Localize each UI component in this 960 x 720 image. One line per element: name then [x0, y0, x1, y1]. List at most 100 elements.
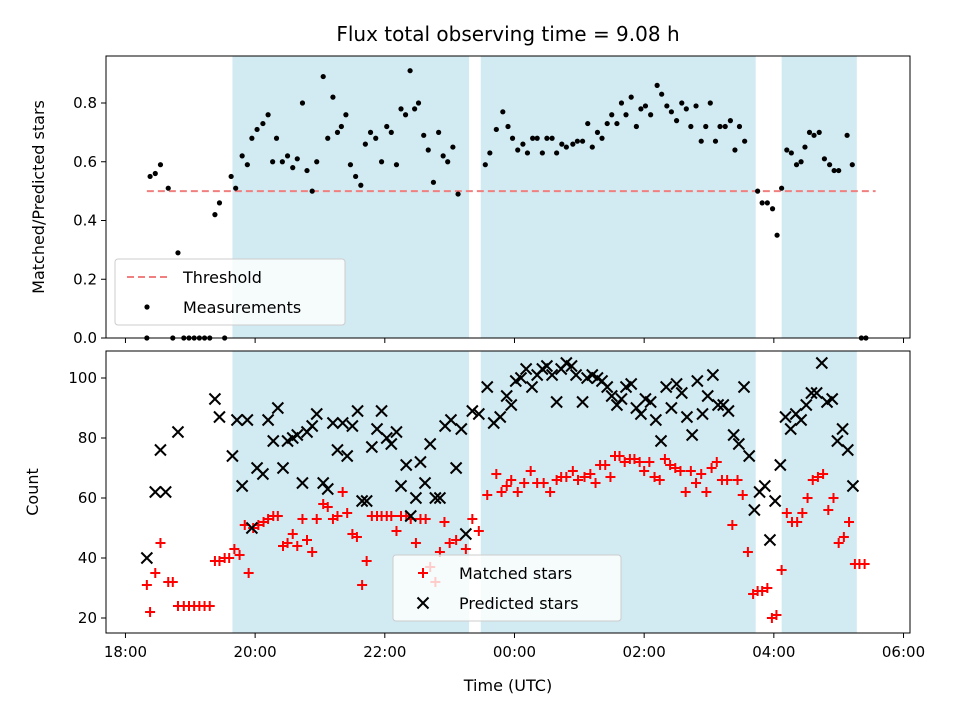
predicted-star-point [208, 392, 222, 406]
measurement-point [544, 135, 550, 141]
measurement-point [638, 106, 644, 112]
legend-measurements-label: Measurements [183, 298, 301, 317]
measurement-point [265, 112, 271, 118]
measurement-point [393, 162, 400, 168]
measurement-point [594, 129, 601, 135]
matched-star-point [634, 457, 645, 467]
matched-star-point [155, 538, 166, 548]
predicted-star-point [691, 374, 704, 388]
predicted-star-point [154, 443, 167, 457]
measurement-point [732, 147, 738, 153]
matched-star-point [619, 457, 630, 467]
measurement-point [165, 185, 171, 191]
x-tick-label: 18:00 [104, 643, 147, 661]
measurement-point [769, 206, 776, 212]
y-tick-label: 80 [78, 429, 97, 447]
measurement-point [343, 112, 349, 118]
predicted-star-point [245, 521, 259, 535]
predicted-star-point [423, 437, 437, 451]
predicted-star-point [213, 410, 226, 424]
measurement-point [604, 120, 610, 127]
measurement-point [736, 123, 743, 130]
predicted-star-point [846, 479, 860, 493]
matched-star-point [482, 490, 493, 500]
axes-frame [105, 55, 911, 339]
predicted-star-point [600, 380, 614, 394]
predicted-star-point [810, 386, 823, 400]
measurement-point [367, 129, 374, 135]
predicted-star-point [659, 380, 673, 394]
measurement-point [509, 135, 516, 141]
predicted-star-point [685, 428, 699, 442]
measurement-point [398, 106, 404, 112]
matched-star-point [696, 469, 707, 479]
y-axis-label: Count [23, 468, 42, 516]
matched-star-point [573, 475, 584, 485]
matched-star-point [386, 511, 397, 521]
measurement-point [239, 153, 245, 159]
measurement-point [362, 141, 368, 147]
measurement-point [482, 162, 488, 168]
predicted-star-point [271, 401, 285, 415]
measurement-point [673, 118, 680, 124]
measurement-point [347, 162, 354, 168]
matched-star-point [473, 526, 484, 536]
measurement-point [520, 141, 526, 147]
measurement-point [712, 138, 719, 144]
matched-star-point [680, 487, 691, 497]
predicted-star-point [763, 533, 777, 547]
predicted-star-point [670, 377, 683, 391]
predicted-star-point [545, 368, 559, 382]
series-matched-stars [141, 451, 870, 623]
series-predicted-stars [140, 356, 860, 565]
measurement-point [273, 135, 280, 141]
predicted-star-point [634, 407, 648, 421]
measurement-point [727, 118, 733, 124]
measurement-point [216, 200, 223, 206]
predicted-star-point [505, 398, 518, 412]
matched-star-point [757, 586, 768, 596]
matched-star-point [491, 469, 502, 479]
x-tick-label: 20:00 [234, 643, 277, 661]
y-tick-label: 0.6 [73, 153, 97, 171]
measurement-point [284, 153, 291, 159]
matched-star-point [701, 487, 712, 497]
measurement-point [764, 200, 770, 206]
predicted-star-point [615, 392, 628, 406]
matched-star-point [659, 454, 670, 464]
predicted-star-point [326, 416, 340, 430]
measurement-point [334, 129, 341, 135]
predicted-star-point [317, 476, 330, 490]
predicted-star-point [360, 494, 373, 508]
matched-star-point [776, 565, 787, 575]
matched-star-point [282, 538, 293, 548]
predicted-star-point [375, 404, 388, 418]
measurement-point [831, 167, 837, 174]
predicted-star-point [355, 494, 369, 508]
legend-matched-swatch [418, 568, 428, 578]
measurement-point [388, 129, 394, 135]
measurement-point [436, 129, 442, 135]
measurement-point [493, 126, 499, 133]
matched-star-point [590, 478, 601, 488]
matched-star-point [675, 466, 686, 476]
predicted-star-point [624, 377, 638, 391]
predicted-star-point [758, 479, 771, 493]
matched-star-point [467, 514, 478, 524]
matched-star-point [451, 535, 462, 545]
legend-counts: Matched stars Predicted stars [392, 554, 622, 622]
measurement-point [788, 150, 794, 156]
measurement-point [563, 144, 569, 150]
measurement-point [450, 144, 456, 150]
legend-ratio: Threshold Measurements [114, 258, 346, 326]
measurement-point [530, 135, 536, 141]
y-tick-label: 0.4 [73, 212, 97, 230]
predicted-star-point [351, 404, 364, 418]
matched-star-point [605, 472, 616, 482]
measurement-point [455, 191, 461, 197]
measurement-point [290, 165, 296, 171]
measurement-point [668, 109, 674, 115]
matched-star-point [762, 583, 773, 593]
predicted-star-point [305, 419, 319, 433]
predicted-star-point [675, 386, 688, 400]
